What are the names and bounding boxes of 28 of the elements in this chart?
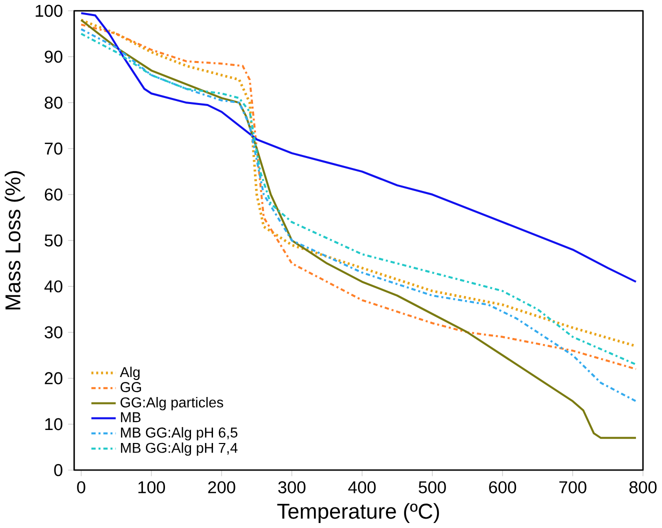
- legend-label: MB GG:Alg pH 6,5: [121, 427, 238, 440]
- x-tick-label: 600: [489, 481, 516, 494]
- x-axis-title: Temperature (ºC): [277, 503, 439, 524]
- legend-label: MB GG:Alg pH 7,4: [121, 442, 238, 456]
- x-tick-label: 700: [559, 481, 586, 494]
- legend-label: GG:Alg particles: [120, 397, 224, 410]
- y-tick-label: 90: [44, 50, 62, 63]
- y-tick-label: 60: [44, 188, 62, 201]
- y-tick-label: 10: [45, 418, 62, 430]
- x-tick-label: 500: [418, 481, 446, 494]
- y-axis-title: Mass Loss (%): [4, 171, 25, 310]
- y-tick-label: 0: [54, 464, 62, 476]
- y-tick-label: 40: [44, 280, 62, 293]
- legend-label: GG: [120, 382, 141, 392]
- x-tick-label: 300: [278, 481, 306, 494]
- y-tick-label: 100: [36, 4, 62, 17]
- x-tick-label: 800: [629, 481, 657, 494]
- x-tick-label: 200: [208, 481, 236, 494]
- y-tick-label: 70: [44, 142, 62, 155]
- x-tick-label: 400: [348, 481, 376, 494]
- x-tick-label: 0: [77, 481, 86, 494]
- legend-label: Alg: [120, 366, 140, 380]
- y-tick-label: 30: [44, 326, 62, 338]
- x-tick-label: 100: [138, 481, 166, 494]
- y-tick-label: 50: [44, 234, 62, 247]
- legend-label: MB: [121, 412, 141, 422]
- y-tick-label: 80: [44, 96, 62, 109]
- y-tick-label: 20: [44, 372, 62, 384]
